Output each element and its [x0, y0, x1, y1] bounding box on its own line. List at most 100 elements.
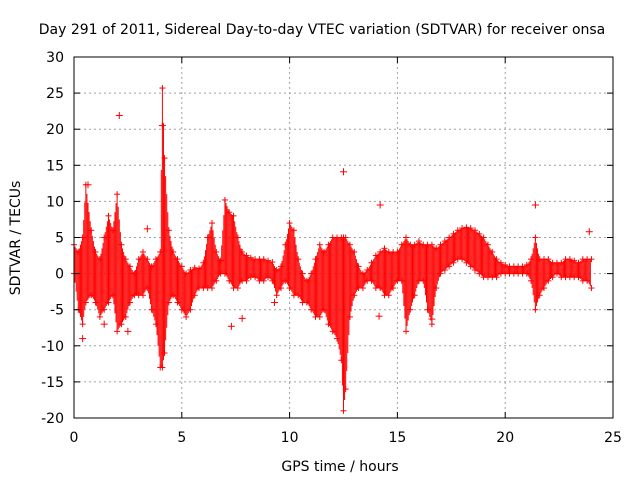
data-point	[377, 248, 384, 255]
data-point	[312, 256, 319, 263]
data-point	[588, 256, 595, 263]
data-point	[273, 266, 280, 273]
data-point	[321, 248, 328, 255]
data-point	[394, 248, 401, 255]
data-point	[170, 292, 177, 299]
data-point	[260, 256, 267, 263]
data-point	[476, 230, 483, 237]
data-point	[463, 259, 470, 266]
data-point	[118, 321, 125, 328]
data-point	[178, 306, 185, 313]
data-point	[79, 321, 86, 328]
data-point	[359, 285, 366, 292]
data-point	[82, 299, 89, 306]
data-point	[411, 292, 418, 299]
data-point	[234, 285, 241, 292]
data-point	[88, 292, 95, 299]
data-point	[139, 292, 146, 299]
data-point	[446, 263, 453, 270]
data-point	[351, 248, 358, 255]
data-point	[545, 256, 552, 263]
outlier-point	[143, 225, 151, 233]
data-point	[346, 313, 353, 320]
data-point	[187, 266, 194, 273]
data-point	[403, 234, 410, 241]
data-point	[484, 241, 491, 248]
grid-lines	[74, 57, 613, 418]
data-point	[170, 248, 177, 255]
data-point	[200, 259, 207, 266]
outlier-point	[124, 327, 132, 335]
x-tick-label: 15	[388, 430, 406, 446]
data-point	[118, 241, 125, 248]
data-point	[553, 270, 560, 277]
data-point	[519, 263, 526, 270]
data-point	[303, 277, 310, 284]
data-point	[575, 274, 582, 281]
data-point	[584, 277, 591, 284]
data-point	[159, 85, 166, 92]
outlier-point	[376, 201, 384, 209]
y-tick-label: 30	[46, 50, 64, 66]
data-point	[403, 328, 410, 335]
outlier-point	[79, 335, 87, 343]
data-point	[523, 261, 530, 268]
data-point	[433, 245, 440, 252]
outlier-point	[271, 298, 279, 306]
data-point	[286, 285, 293, 292]
data-point	[187, 306, 194, 313]
data-point	[252, 274, 259, 281]
x-tick-label: 0	[70, 430, 79, 446]
data-point	[303, 299, 310, 306]
data-point	[381, 245, 388, 252]
y-tick-label: -5	[50, 303, 64, 319]
x-axis-label: GPS time / hours	[281, 459, 398, 475]
outlier-point	[84, 181, 92, 189]
data-point	[75, 248, 82, 255]
data-point	[329, 328, 336, 335]
data-point	[437, 241, 444, 248]
data-point	[105, 212, 112, 219]
data-point	[217, 257, 224, 264]
y-tick-label: 20	[46, 122, 64, 138]
x-tick-label: 10	[281, 430, 299, 446]
data-point	[174, 299, 181, 306]
chart-title: Day 291 of 2011, Sidereal Day-to-day VTE…	[39, 22, 606, 38]
outlier-point	[375, 312, 383, 320]
data-point	[290, 227, 297, 234]
data-point	[528, 277, 535, 284]
data-point	[204, 234, 211, 241]
data-point	[96, 256, 103, 263]
y-tick-label: -10	[41, 339, 64, 355]
data-point	[493, 274, 500, 281]
data-point	[114, 328, 121, 335]
x-tick-label: 20	[496, 430, 514, 446]
data-point	[398, 277, 405, 284]
data-point	[208, 220, 215, 227]
outlier-point	[340, 168, 347, 176]
outlier-point	[585, 228, 593, 236]
data-point	[277, 263, 284, 270]
y-tick-label: -15	[41, 375, 64, 391]
data-point	[161, 350, 168, 357]
data-point	[316, 241, 323, 248]
data-point	[588, 285, 595, 292]
data-point	[342, 234, 349, 241]
data-point	[295, 292, 302, 299]
data-point	[407, 306, 414, 313]
data-point	[536, 292, 543, 299]
axis-ticks: 0 5 10 15 20 25 -20 -15 -10 -5 0 5 10 15 20 25 30	[41, 50, 622, 446]
data-point	[528, 256, 535, 263]
data-point	[243, 277, 250, 284]
data-point	[92, 299, 99, 306]
data-point	[122, 313, 129, 320]
data-point	[334, 335, 341, 342]
x-tick-label: 5	[177, 430, 186, 446]
data-point	[424, 306, 431, 313]
data-point	[260, 277, 267, 284]
data-point	[122, 256, 129, 263]
data-point	[79, 234, 86, 241]
data-point	[105, 299, 112, 306]
data-point	[127, 263, 134, 270]
